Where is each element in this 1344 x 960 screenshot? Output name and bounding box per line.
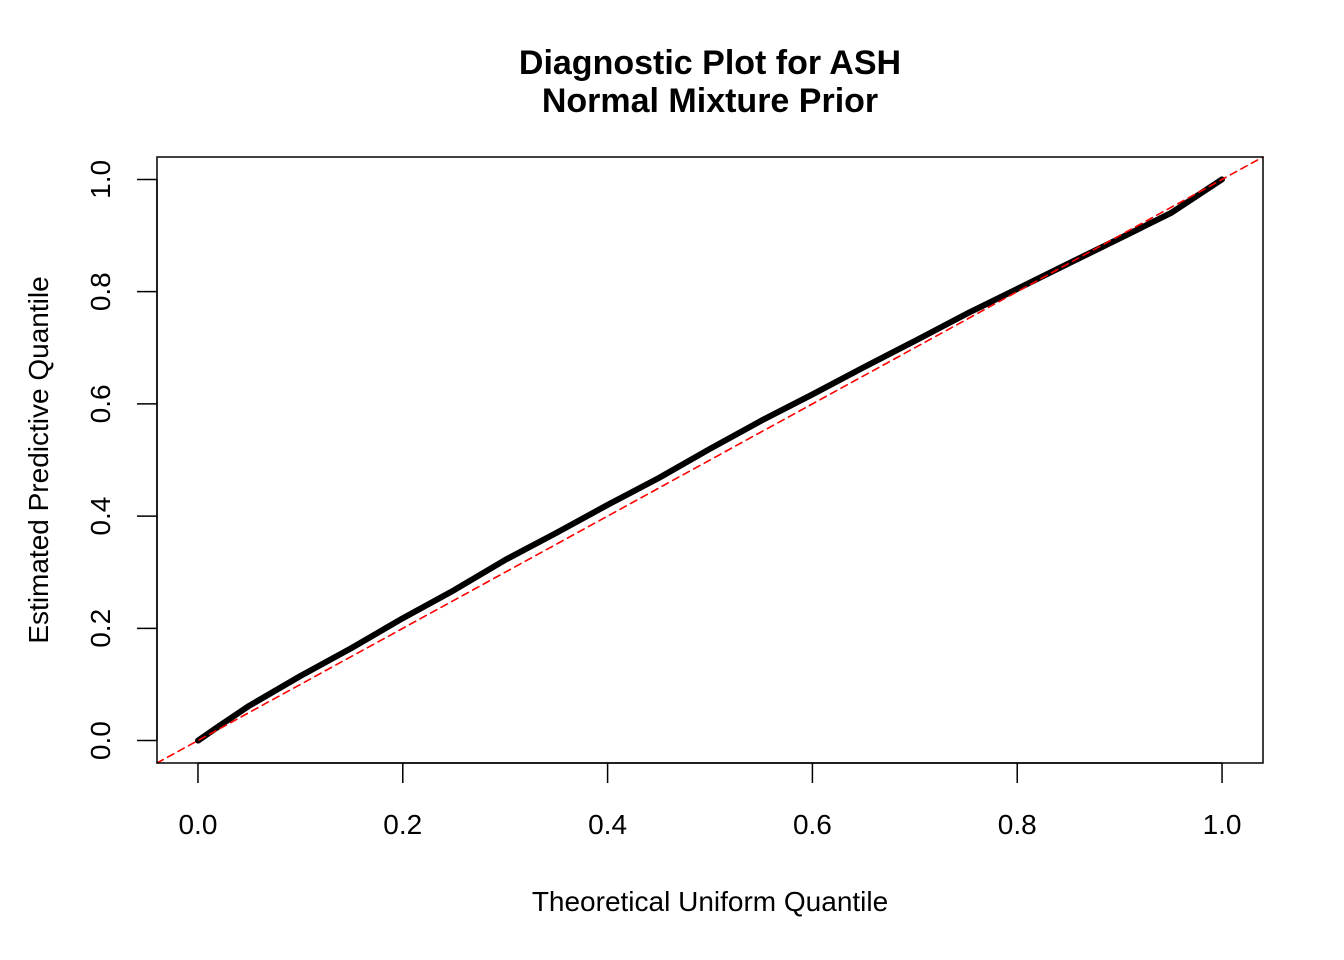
quantile-curve xyxy=(195,176,1225,744)
chart-subtitle: Normal Mixture Prior xyxy=(542,82,878,120)
x-axis-title: Theoretical Uniform Quantile xyxy=(532,886,888,917)
series-layer xyxy=(156,156,1264,764)
y-axis: 0.0 0.2 0.4 0.6 0.8 1.0 xyxy=(85,160,158,760)
y-tick-label: 0.0 xyxy=(85,721,116,760)
y-tick-label: 0.4 xyxy=(85,497,116,536)
y-tick-label: 1.0 xyxy=(85,160,116,199)
y-axis-title: Estimated Predictive Quantile xyxy=(23,276,54,643)
x-tick-label: 0.6 xyxy=(793,809,832,840)
x-tick-label: 0.8 xyxy=(998,809,1037,840)
chart-title: Diagnostic Plot for ASH xyxy=(519,44,901,82)
x-tick-label: 1.0 xyxy=(1203,809,1242,840)
x-axis: 0.0 0.2 0.4 0.6 0.8 1.0 xyxy=(178,762,1242,840)
y-tick-label: 0.6 xyxy=(85,384,116,423)
y-tick-label: 0.2 xyxy=(85,609,116,648)
y-tick-label: 0.8 xyxy=(85,272,116,311)
x-tick-label: 0.2 xyxy=(383,809,422,840)
x-tick-label: 0.0 xyxy=(178,809,217,840)
x-tick-label: 0.4 xyxy=(588,809,627,840)
reference-line xyxy=(156,156,1264,764)
